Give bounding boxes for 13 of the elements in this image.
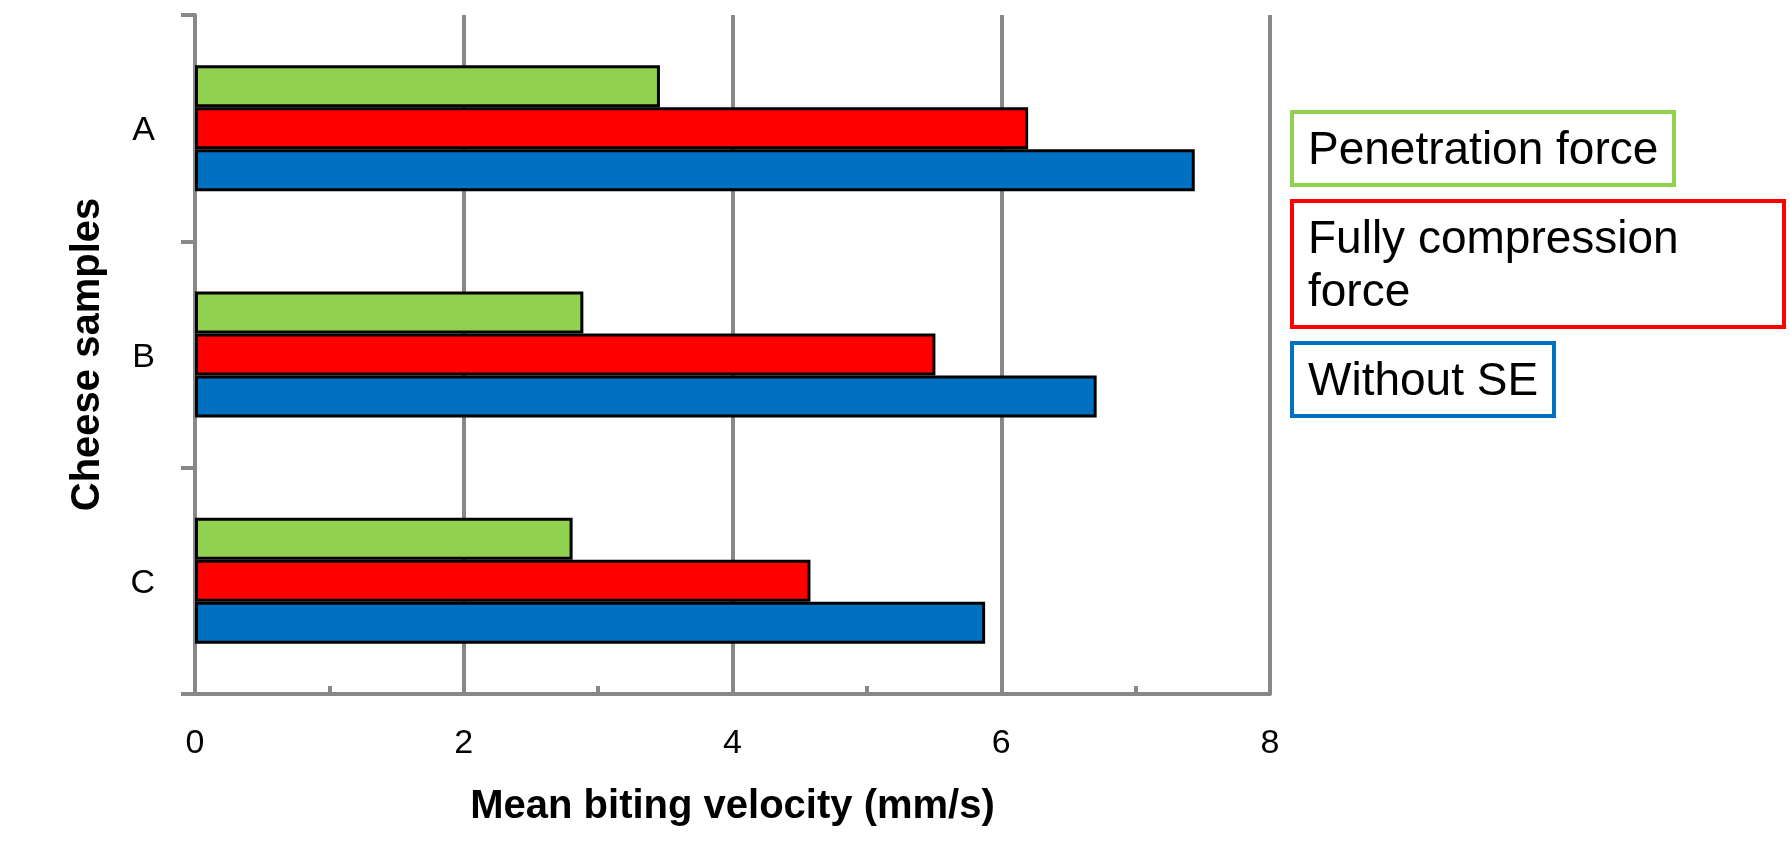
x-tick-label: 4 [723,722,742,760]
y-tick-label: A [132,109,156,148]
x-tick-label: 2 [454,722,474,760]
y-tick-label: B [132,335,155,374]
x-tick-label: 0 [185,722,205,760]
text: Penetration force [1290,110,1677,187]
x-axis-title: Mean biting velocity (mm/s) [470,782,995,826]
text: Without SE [1290,340,1557,418]
x-tick-label: 8 [1260,722,1280,760]
x-tick-label: 6 [991,722,1011,760]
y-tick-label: C [130,561,155,600]
text: Fully compression force [1290,198,1786,329]
y-axis-title: Cheese samples [63,197,107,512]
